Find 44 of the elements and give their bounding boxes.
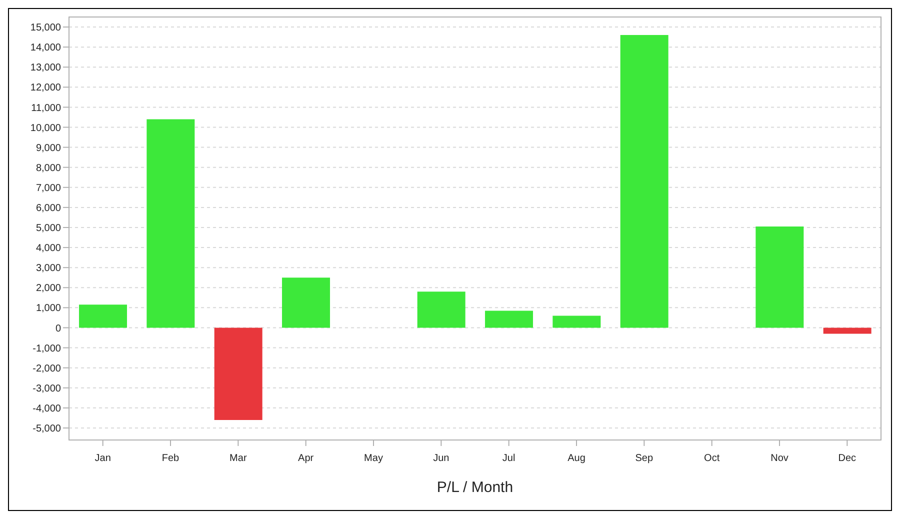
x-tick-label: Oct xyxy=(704,453,720,464)
y-tick-label: 5,000 xyxy=(36,223,62,234)
y-tick-label: 9,000 xyxy=(36,142,62,154)
y-tick-label: 10,000 xyxy=(30,122,62,134)
x-tick-label: Nov xyxy=(770,453,788,464)
x-tick-label: Apr xyxy=(298,453,314,464)
bar xyxy=(552,316,601,328)
y-tick-label: 8,000 xyxy=(36,162,62,174)
y-tick-label: -3,000 xyxy=(32,383,62,394)
y-tick-label: 15,000 xyxy=(30,22,62,34)
bar xyxy=(282,278,330,328)
y-tick-label: -1,000 xyxy=(32,343,62,354)
y-tick-label: 4,000 xyxy=(36,243,62,254)
x-tick-label: Dec xyxy=(838,453,856,464)
y-tick-label: 14,000 xyxy=(30,42,62,54)
bar xyxy=(79,304,127,328)
y-tick-label: 2,000 xyxy=(36,283,62,294)
bar xyxy=(620,35,668,328)
bar xyxy=(485,310,533,328)
y-tick-label: 12,000 xyxy=(30,82,62,94)
bar xyxy=(756,226,804,328)
x-tick-label: Sep xyxy=(635,453,654,464)
y-tick-label: 0 xyxy=(55,323,62,334)
y-tick-label: 1,000 xyxy=(36,303,62,314)
x-tick-label: May xyxy=(364,453,383,464)
x-tick-label: Jul xyxy=(502,453,516,464)
bar xyxy=(417,292,466,328)
x-tick-label: Jun xyxy=(433,453,450,464)
y-tick-label: -4,000 xyxy=(32,403,62,414)
x-axis-title: P/L / Month xyxy=(436,479,514,496)
y-tick-label: 3,000 xyxy=(36,263,62,274)
y-tick-label: 6,000 xyxy=(36,203,62,214)
bar xyxy=(214,328,262,420)
y-tick-label: -5,000 xyxy=(32,424,62,435)
x-tick-label: Mar xyxy=(230,453,248,464)
bar xyxy=(146,119,195,328)
x-tick-label: Feb xyxy=(162,453,180,464)
y-tick-label: 13,000 xyxy=(30,62,62,74)
y-tick-label: -2,000 xyxy=(32,363,62,374)
x-tick-label: Aug xyxy=(568,453,586,464)
y-tick-label: 11,000 xyxy=(31,102,62,114)
x-tick-label: Jan xyxy=(94,453,111,464)
y-tick-label: 7,000 xyxy=(36,182,62,194)
bar xyxy=(823,328,872,334)
